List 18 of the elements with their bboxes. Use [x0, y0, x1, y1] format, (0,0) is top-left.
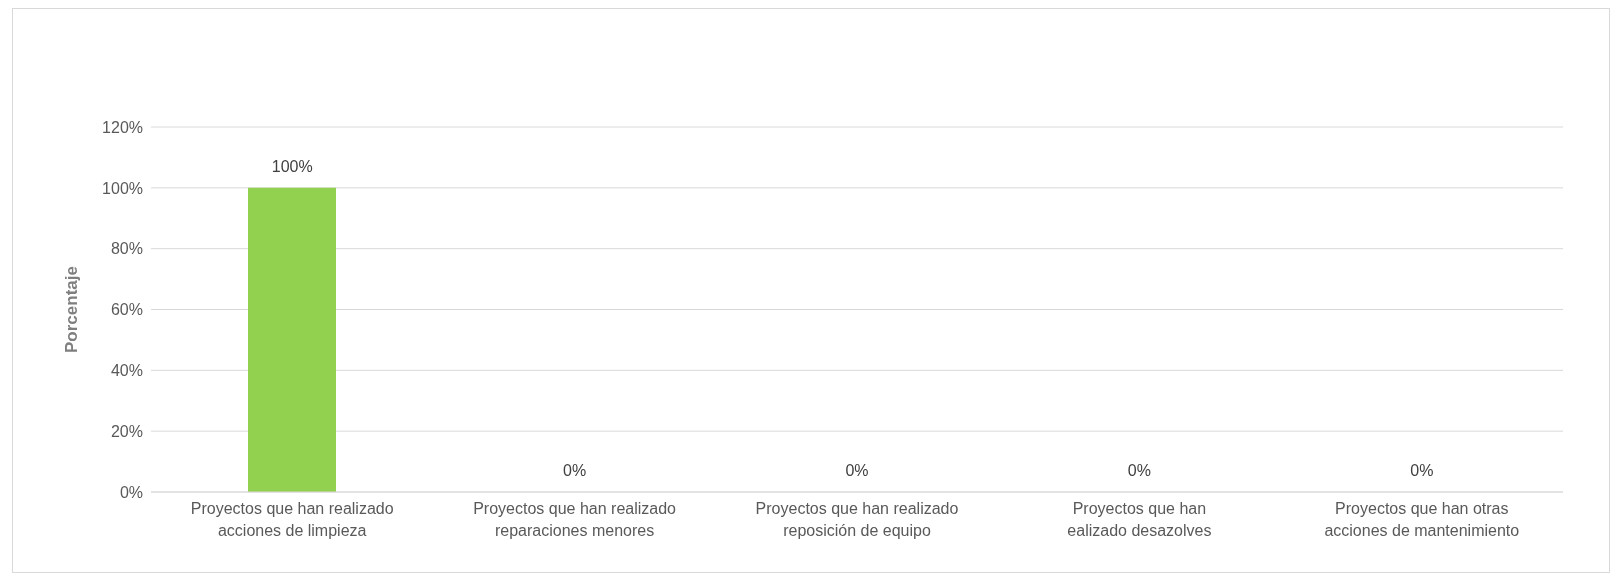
data-label: 0% — [1127, 462, 1151, 479]
data-label: 100% — [271, 157, 313, 175]
y-tick-label: 40% — [110, 362, 143, 380]
y-tick-label: 80% — [110, 240, 143, 258]
data-label: 0% — [1410, 462, 1434, 479]
y-tick-label: 120% — [102, 118, 143, 136]
y-tick-label: 100% — [102, 179, 143, 197]
x-tick-label: Proyectos que han realizado acciones de limpieza — [190, 500, 394, 539]
y-tick-label: 0% — [119, 483, 143, 501]
y-tick-label: 60% — [110, 301, 143, 319]
y-axis-title: Porcentaje — [62, 266, 82, 353]
y-tick-label: 20% — [110, 422, 143, 440]
x-tick-label: Proyectos que han otras acciones de mantenimiento — [1324, 500, 1520, 539]
data-label: 0% — [563, 462, 587, 479]
x-tick-label: Proyectos que han ealizado desazolves — [1067, 500, 1212, 539]
x-tick-label: Proyectos que han realizado reparaciones menores — [473, 500, 677, 539]
x-tick-label: Proyectos que han realizado reposición de equipo — [755, 500, 959, 539]
data-label: 0% — [845, 462, 869, 479]
